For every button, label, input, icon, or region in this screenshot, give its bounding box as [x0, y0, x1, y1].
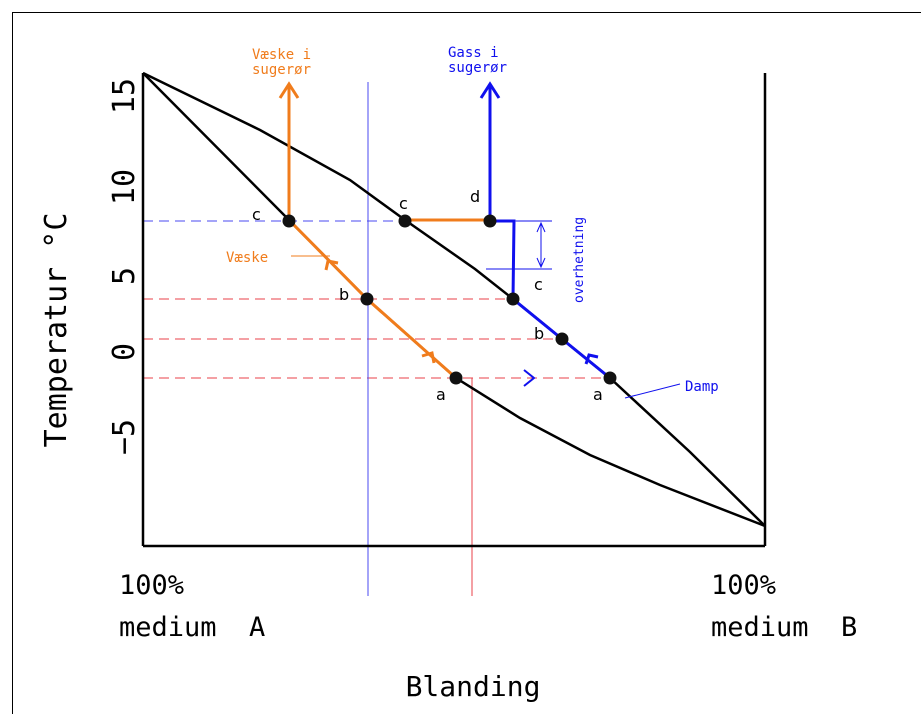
label-liquid-b: b [339, 285, 349, 304]
label-liquid-out-2: sugerør [252, 62, 311, 78]
ytick-0: 0 [107, 343, 142, 361]
point-vapor-d [483, 214, 497, 228]
label-gas-out-1: Gass i [448, 45, 499, 61]
liquid-arrow-upper [324, 259, 339, 271]
vapor-path [488, 85, 611, 380]
point-vapor-b [555, 332, 569, 346]
superheat-dim-arrow-bottom [536, 257, 546, 269]
liquid-path [287, 85, 457, 380]
liquid-out-arrowhead [278, 81, 300, 99]
label-liquid: Væske [226, 250, 268, 266]
ytick-minus5: −5 [107, 419, 142, 455]
point-vapor-a [603, 371, 617, 385]
label-tie-c: c [399, 194, 408, 213]
vapor-arrow [584, 353, 599, 365]
ytick-15: 15 [107, 78, 142, 114]
left-label-medium: medium A [119, 612, 265, 643]
liquid-arrow-lower [421, 351, 436, 364]
label-superheat: overhetning [572, 217, 587, 303]
point-liquid-a [449, 371, 463, 385]
ytick-10: 10 [107, 169, 142, 205]
vapor-out-arrowhead [479, 81, 501, 99]
right-label-medium: medium B [711, 612, 857, 643]
label-vapor-b: b [534, 324, 544, 343]
y-axis-title: Temperatur °C [39, 213, 74, 448]
x-axis-title: Blanding [406, 670, 541, 703]
left-label-percent: 100% [119, 570, 184, 601]
right-label-percent: 100% [711, 570, 776, 601]
figure-frame [12, 12, 921, 714]
damp-leader [624, 383, 681, 399]
ytick-5: 5 [107, 267, 142, 285]
label-liquid-out-1: Væske i [252, 47, 311, 63]
point-vapor-c [506, 292, 520, 306]
point-liquid-c [282, 214, 296, 228]
heat-in-arrow [523, 369, 536, 387]
label-vapor-d: d [470, 187, 480, 206]
label-liquid-a: a [436, 385, 446, 404]
label-vapor: Damp [685, 379, 719, 395]
superheat-dim-arrow-top [536, 221, 546, 233]
vapor-curve [142, 71, 766, 527]
label-gas-out-2: sugerør [448, 60, 507, 76]
point-liquid-b [360, 292, 374, 306]
label-vapor-c: c [534, 275, 543, 294]
label-vapor-a: a [593, 385, 603, 404]
label-liquid-c: c [252, 205, 261, 224]
point-tie-c [398, 214, 412, 228]
